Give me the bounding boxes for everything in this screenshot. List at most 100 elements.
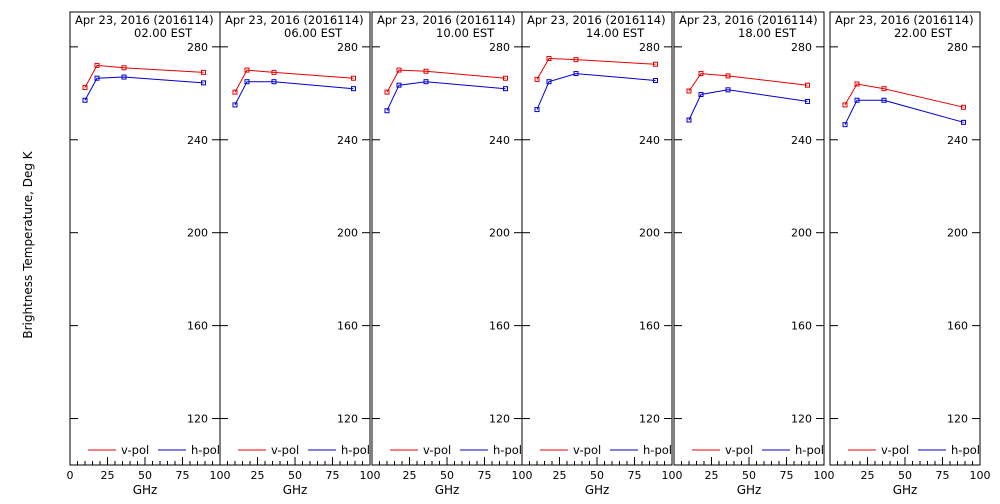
- series-line: [234, 69, 354, 93]
- panel-4: Apr 23, 2016 (2016114)14.00 EST 120 160 200…: [521, 11, 683, 497]
- x-tick-label: 100: [814, 469, 835, 482]
- data-point: [503, 75, 508, 81]
- x-tick-label: 75: [478, 469, 492, 482]
- x-tick-label: 50: [898, 469, 912, 482]
- series-line: [536, 57, 656, 80]
- y-tick-label: 280: [187, 41, 208, 54]
- data-point: [232, 89, 238, 95]
- x-tick-label: 50: [742, 469, 756, 482]
- panel-title: Apr 23, 2016 (2016114): [679, 13, 818, 27]
- panel-subtitle: 18.00 EST: [738, 26, 797, 40]
- x-tick-label: 100: [360, 469, 381, 482]
- series-h-pol: h-pol: [842, 97, 980, 457]
- panels: Apr 23, 2016 (2016114) 02.00 EST 120 160 200…: [67, 11, 991, 497]
- data-point: [725, 87, 731, 93]
- y-tick-label: 280: [947, 41, 968, 54]
- data-point: [854, 97, 860, 103]
- data-point: [244, 79, 250, 85]
- y-tick-label: 200: [337, 227, 358, 240]
- data-point: [351, 75, 356, 81]
- data-point: [232, 102, 238, 108]
- data-point: [698, 91, 704, 97]
- y-tick-label: 120: [639, 413, 660, 426]
- x-tick-label: 50: [440, 469, 454, 482]
- y-tick-label: 280: [791, 41, 812, 54]
- data-point: [396, 82, 402, 88]
- data-point: [121, 65, 127, 71]
- y-tick-label: 240: [337, 134, 358, 147]
- series-line: [386, 81, 506, 111]
- data-point: [961, 119, 966, 125]
- panel-subtitle: 02.00 EST: [134, 26, 193, 40]
- x-tick-label: 25: [861, 469, 875, 482]
- data-point: [546, 79, 552, 85]
- x-axis-label: GHz: [133, 483, 158, 497]
- x-axis-label: GHz: [435, 483, 460, 497]
- data-point: [686, 117, 692, 123]
- panel-3: Apr 23, 2016 (2016114)10.00 EST 120 160 200…: [371, 11, 533, 497]
- panel-6: Apr 23, 2016 (2016114)22.00 EST 120 160 200…: [829, 11, 991, 497]
- data-point: [698, 71, 704, 77]
- series-line: [386, 69, 506, 93]
- series-h-pol: h-pol: [384, 79, 522, 457]
- x-tick-label: 75: [780, 469, 794, 482]
- data-point: [805, 82, 810, 88]
- panel-title: Apr 23, 2016 (2016114): [835, 13, 974, 27]
- y-tick-label: 120: [791, 413, 812, 426]
- data-point: [121, 74, 127, 80]
- x-tick-label: 75: [628, 469, 642, 482]
- x-tick-label: 25: [101, 469, 115, 482]
- x-tick-label: 25: [553, 469, 567, 482]
- data-point: [881, 86, 887, 92]
- data-point: [244, 67, 250, 73]
- series-line: [844, 83, 964, 108]
- data-point: [881, 97, 887, 103]
- y-tick-label: 240: [489, 134, 510, 147]
- y-tick-label: 240: [791, 134, 812, 147]
- y-tick-label: 120: [337, 413, 358, 426]
- legend-label: h-pol: [951, 443, 980, 457]
- series-v-pol: v-pol: [82, 62, 206, 457]
- series-line: [844, 99, 964, 125]
- data-point: [961, 104, 966, 110]
- x-tick-label: 50: [590, 469, 604, 482]
- data-point: [82, 97, 88, 103]
- panel-1: Apr 23, 2016 (2016114)02.00 EST 120 160 200…: [67, 11, 231, 497]
- legend-label: v-pol: [573, 443, 601, 457]
- x-tick-label: 75: [936, 469, 950, 482]
- series-line: [84, 64, 204, 88]
- y-tick-label: 120: [947, 413, 968, 426]
- data-point: [573, 57, 579, 63]
- y-tick-label: 120: [187, 413, 208, 426]
- y-tick-label: 160: [337, 320, 358, 333]
- series-v-pol: v-pol: [842, 81, 966, 457]
- data-point: [653, 61, 658, 67]
- data-point: [271, 69, 277, 75]
- data-point: [546, 55, 552, 61]
- x-axis-label: GHz: [737, 483, 762, 497]
- y-tick-label: 280: [489, 41, 510, 54]
- data-point: [201, 69, 206, 75]
- data-point: [396, 67, 402, 73]
- data-point: [271, 79, 277, 85]
- series-h-pol: h-pol: [82, 74, 220, 457]
- legend-label: h-pol: [493, 443, 522, 457]
- x-axis-label: GHz: [283, 483, 308, 497]
- data-point: [351, 86, 356, 92]
- data-point: [854, 81, 860, 87]
- x-tick-label: 75: [176, 469, 190, 482]
- y-tick-label: 280: [639, 41, 660, 54]
- y-tick-label: 280: [337, 41, 358, 54]
- data-point: [82, 85, 88, 90]
- panel-subtitle: 22.00 EST: [894, 26, 953, 40]
- data-point: [573, 71, 579, 77]
- y-tick-label: 200: [947, 227, 968, 240]
- x-tick-label: 75: [326, 469, 340, 482]
- x-tick-label: 0: [67, 469, 74, 482]
- panel-subtitle: 14.00 EST: [586, 26, 645, 40]
- panel-subtitle: 10.00 EST: [436, 26, 495, 40]
- legend-label: v-pol: [881, 443, 909, 457]
- y-tick-label: 240: [947, 134, 968, 147]
- x-tick-label: 50: [138, 469, 152, 482]
